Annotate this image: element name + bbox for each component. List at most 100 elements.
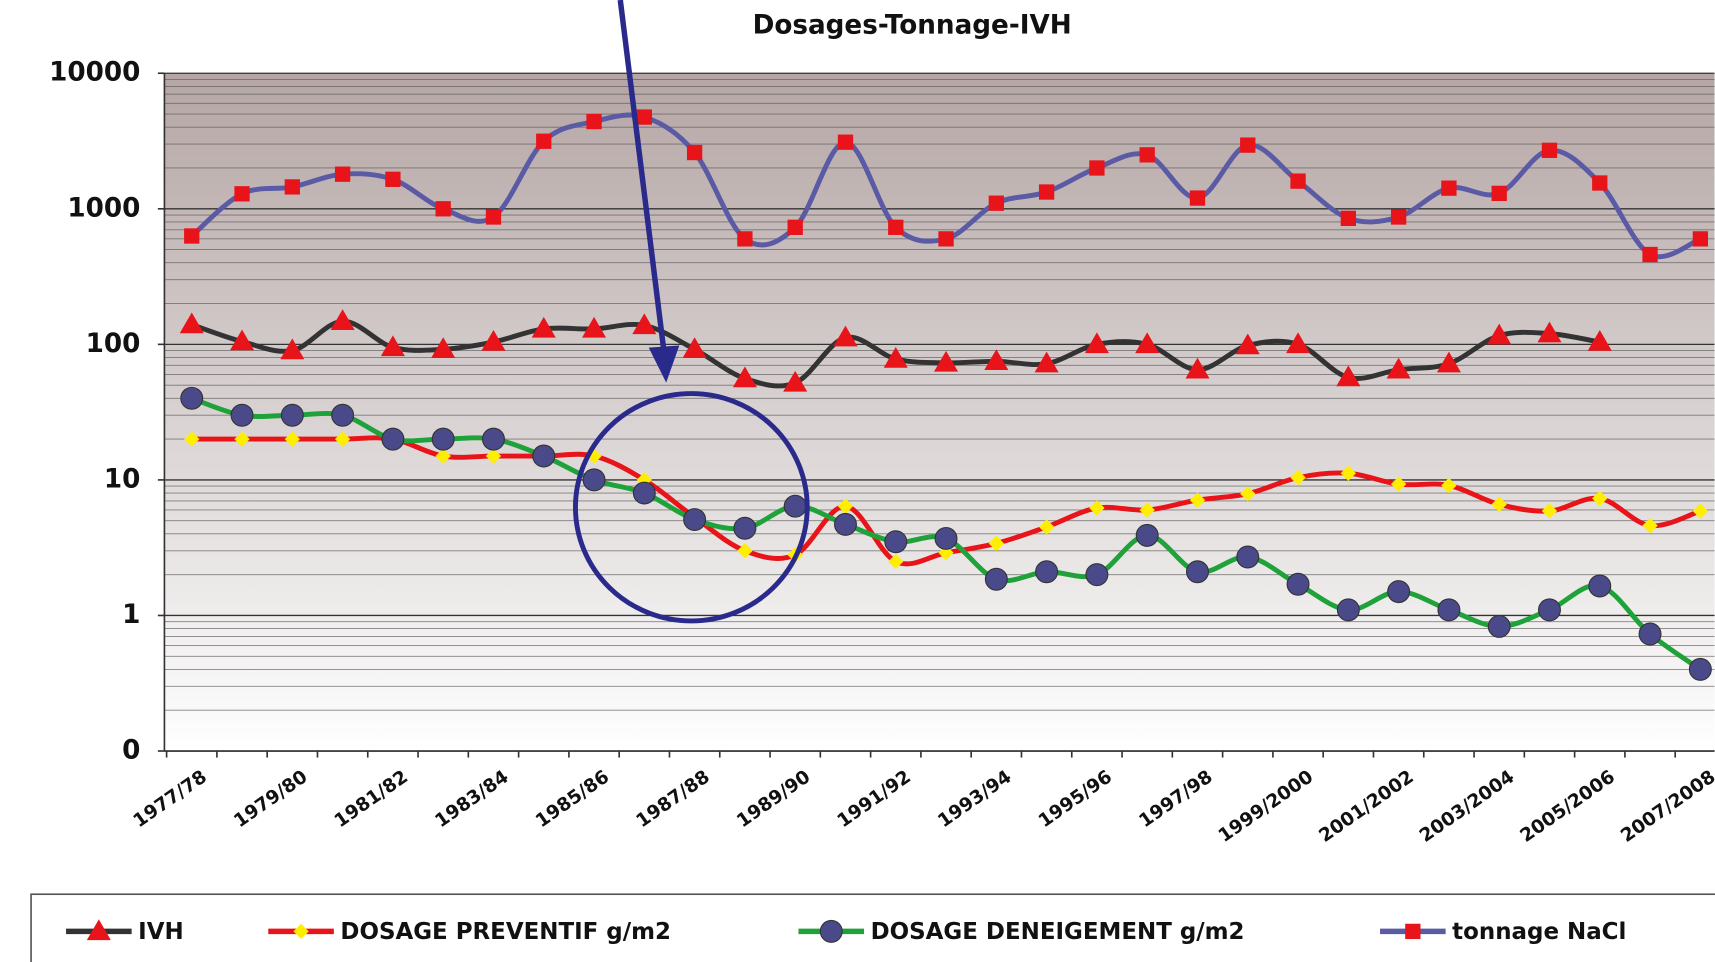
x-tick-label: 1989/90 bbox=[733, 766, 814, 832]
x-tick-label: 1999/2000 bbox=[1215, 766, 1317, 846]
marker bbox=[783, 370, 808, 392]
marker bbox=[1405, 923, 1421, 940]
marker bbox=[234, 186, 250, 202]
marker bbox=[179, 312, 204, 334]
series-layer bbox=[179, 109, 1712, 681]
marker bbox=[1487, 614, 1511, 638]
y-tick-label: 0 bbox=[122, 736, 140, 766]
marker bbox=[1340, 210, 1356, 227]
marker bbox=[481, 427, 505, 451]
marker bbox=[1538, 598, 1561, 622]
marker bbox=[431, 427, 455, 451]
marker bbox=[1387, 580, 1411, 604]
x-tick-label: 1977/78 bbox=[130, 766, 211, 832]
marker bbox=[984, 349, 1009, 371]
marker bbox=[682, 337, 707, 359]
x-tick-label: 1987/88 bbox=[633, 766, 714, 832]
marker bbox=[1441, 477, 1457, 494]
marker bbox=[1588, 574, 1612, 598]
marker bbox=[1290, 173, 1306, 189]
marker bbox=[586, 113, 602, 130]
marker bbox=[582, 468, 606, 492]
marker bbox=[833, 325, 858, 347]
marker bbox=[1186, 560, 1209, 584]
marker bbox=[1587, 330, 1612, 351]
legend-label: tonnage NaCl bbox=[1452, 919, 1626, 945]
marker bbox=[1491, 496, 1507, 513]
marker bbox=[234, 431, 250, 447]
marker bbox=[837, 498, 854, 514]
marker bbox=[1386, 357, 1411, 379]
marker bbox=[1340, 465, 1356, 481]
y-tick-label: 100 bbox=[86, 329, 141, 359]
marker bbox=[334, 166, 351, 182]
marker bbox=[184, 431, 200, 447]
y-tick-label: 10000 bbox=[49, 58, 140, 88]
marker bbox=[1240, 486, 1256, 502]
marker bbox=[1286, 572, 1310, 596]
annotation-arrow bbox=[617, 0, 667, 353]
marker bbox=[184, 228, 200, 244]
marker bbox=[435, 448, 451, 464]
marker bbox=[331, 403, 355, 427]
marker bbox=[1290, 469, 1306, 486]
marker bbox=[380, 335, 405, 357]
marker bbox=[230, 403, 254, 427]
marker bbox=[536, 133, 552, 149]
marker bbox=[280, 403, 304, 427]
marker bbox=[1336, 365, 1361, 387]
marker bbox=[1235, 333, 1260, 355]
marker bbox=[837, 134, 854, 150]
marker bbox=[737, 231, 753, 247]
marker bbox=[1089, 160, 1105, 176]
marker bbox=[1390, 209, 1407, 225]
marker bbox=[686, 144, 703, 161]
marker bbox=[833, 512, 857, 536]
x-tick-label: 2007/2008 bbox=[1617, 766, 1715, 846]
marker bbox=[1541, 142, 1558, 158]
marker bbox=[293, 923, 309, 940]
marker bbox=[1692, 503, 1708, 519]
marker bbox=[1038, 184, 1055, 200]
y-tick-label: 10 bbox=[104, 464, 141, 494]
x-tick-label: 1981/82 bbox=[331, 766, 412, 832]
marker bbox=[934, 350, 959, 372]
y-tick-label: 1 bbox=[122, 600, 140, 630]
marker bbox=[1487, 323, 1512, 345]
marker bbox=[732, 366, 757, 388]
marker bbox=[1638, 622, 1662, 646]
marker bbox=[632, 481, 656, 505]
marker bbox=[1189, 492, 1206, 508]
marker bbox=[532, 444, 556, 468]
marker bbox=[481, 330, 506, 351]
marker bbox=[1139, 147, 1155, 163]
arrow-head bbox=[648, 345, 680, 383]
marker bbox=[1390, 476, 1407, 492]
legend-label: DOSAGE DENEIGEMENT g/m2 bbox=[871, 919, 1245, 945]
marker bbox=[1642, 246, 1658, 263]
marker bbox=[1642, 517, 1658, 534]
x-tick-label: 1979/80 bbox=[230, 766, 311, 832]
marker bbox=[1236, 545, 1260, 569]
marker bbox=[1084, 332, 1109, 354]
marker bbox=[1688, 657, 1712, 681]
marker bbox=[431, 337, 456, 359]
y-tick-label: 1000 bbox=[67, 193, 140, 223]
x-tick-label: 1983/84 bbox=[431, 766, 512, 832]
marker bbox=[632, 313, 657, 335]
marker bbox=[435, 201, 451, 217]
marker bbox=[1139, 502, 1155, 518]
marker bbox=[485, 448, 502, 464]
marker bbox=[1185, 357, 1210, 379]
marker bbox=[86, 919, 111, 941]
marker bbox=[1436, 351, 1461, 373]
marker bbox=[1336, 598, 1360, 622]
x-tick-label: 1991/92 bbox=[834, 766, 915, 832]
x-tick-label: 1993/94 bbox=[934, 766, 1015, 832]
marker bbox=[1437, 598, 1461, 622]
marker bbox=[280, 338, 305, 360]
marker bbox=[180, 386, 204, 410]
marker bbox=[485, 209, 502, 225]
x-tick-label: 2003/2004 bbox=[1416, 766, 1518, 846]
